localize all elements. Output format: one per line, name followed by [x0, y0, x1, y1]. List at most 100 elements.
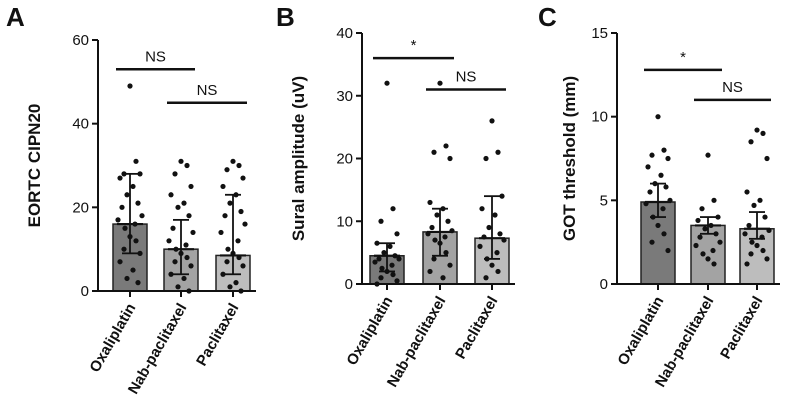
data-point [124, 192, 130, 198]
data-point [754, 127, 760, 133]
data-point [190, 229, 196, 236]
x-category-label: Oxaliplatin [86, 301, 139, 376]
data-point [658, 172, 664, 178]
data-point [764, 155, 770, 162]
y-axis-label: EORTC CIPN20 [25, 104, 44, 228]
data-point [749, 239, 755, 245]
data-point [757, 197, 763, 203]
data-point [748, 139, 754, 145]
data-point [649, 239, 655, 245]
data-point [394, 231, 400, 237]
data-point [431, 149, 437, 155]
data-point [396, 256, 402, 262]
y-tick-label: 10 [336, 213, 353, 230]
data-point [744, 261, 750, 267]
data-point [447, 155, 453, 162]
data-point [186, 213, 192, 219]
data-point [700, 251, 706, 257]
y-tick-label: 20 [336, 151, 353, 168]
data-point [238, 208, 244, 215]
data-point [443, 250, 449, 256]
data-point [227, 284, 233, 290]
data-point [139, 213, 145, 219]
data-point [647, 189, 653, 195]
y-tick-label: 0 [345, 276, 353, 293]
panel-letter: A [6, 2, 25, 32]
data-point [172, 171, 178, 177]
x-category-label: Oxaliplatin [343, 294, 396, 369]
data-point [242, 221, 248, 227]
y-tick-label: 20 [72, 199, 89, 216]
data-point [477, 243, 483, 249]
data-point [746, 222, 752, 229]
data-point [427, 268, 433, 275]
data-point [188, 263, 194, 269]
data-point [655, 114, 661, 120]
data-point [705, 256, 711, 262]
significance-label: NS [197, 82, 218, 99]
data-point [122, 225, 128, 231]
data-point [240, 263, 246, 269]
data-point [693, 242, 699, 249]
data-point [378, 218, 384, 224]
data-point [702, 226, 708, 232]
data-point [434, 212, 440, 218]
y-tick-label: 10 [591, 109, 608, 126]
data-point [495, 149, 501, 155]
data-point [181, 200, 187, 206]
data-point [717, 239, 723, 245]
data-point [230, 158, 236, 164]
data-point [710, 247, 716, 254]
data-point [172, 259, 178, 265]
data-point [432, 237, 438, 243]
x-category-label: Oxaliplatin [614, 294, 667, 369]
data-point [178, 158, 184, 164]
data-point [130, 183, 136, 190]
data-point [181, 275, 187, 282]
data-point [117, 175, 123, 181]
y-tick-label: 15 [591, 25, 608, 42]
data-point [751, 202, 757, 208]
data-point [492, 212, 498, 218]
data-point [183, 242, 189, 248]
data-point [235, 238, 241, 244]
data-point [137, 171, 143, 177]
panel-letter: B [276, 2, 295, 32]
data-point [233, 280, 239, 286]
data-point [184, 254, 190, 261]
data-point [445, 218, 451, 224]
data-point [660, 206, 666, 212]
data-point [429, 224, 435, 231]
data-point [427, 199, 433, 206]
data-point [374, 240, 380, 246]
data-point [168, 192, 174, 198]
data-point [489, 262, 495, 268]
data-point [119, 204, 125, 210]
data-point [440, 275, 446, 281]
data-point [697, 234, 703, 240]
data-point [390, 206, 396, 212]
data-point [236, 162, 242, 169]
data-point [387, 243, 393, 249]
data-point [133, 158, 139, 164]
data-point [742, 231, 748, 237]
data-point [124, 275, 130, 282]
data-point [489, 118, 495, 124]
data-point [699, 206, 705, 212]
y-tick-label: 60 [72, 32, 89, 49]
data-point [225, 246, 231, 252]
significance-label: NS [456, 68, 477, 85]
data-point [378, 275, 384, 281]
x-category-label: Paclitaxel [452, 294, 501, 362]
data-point [372, 259, 378, 265]
data-point [166, 238, 172, 244]
y-tick-label: 40 [336, 25, 353, 42]
data-point [705, 152, 711, 158]
data-point [649, 152, 655, 158]
y-tick-label: 40 [72, 116, 89, 133]
data-point [133, 238, 139, 244]
data-point [715, 214, 721, 220]
chart-panel-b: B Sural amplitude (uV) 0 10 20 30 40 Oxaliplati… [276, 2, 515, 390]
significance-label: NS [145, 48, 166, 65]
data-point [665, 247, 671, 254]
